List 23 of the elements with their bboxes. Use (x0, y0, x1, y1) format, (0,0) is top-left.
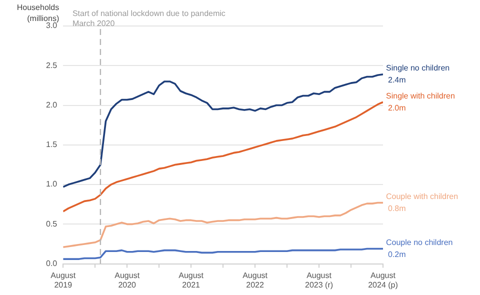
x-tick-label: August 2022 (242, 270, 268, 290)
data-label: 0.2m (388, 250, 406, 259)
data-label: 2.0m (388, 103, 406, 112)
data-label: 0.8m (388, 204, 406, 213)
y-axis-title: Households (millions) (16, 3, 60, 24)
y-tick-label: 3.0 (46, 21, 58, 30)
ref-line-label: Start of national lockdown due to pandemic March 2020 (72, 9, 226, 28)
y-tick-label: 1.0 (46, 180, 58, 189)
y-tick-label: 2.0 (46, 100, 58, 110)
y-tick-label: 0.0 (46, 259, 58, 268)
series-label: Couple no children (386, 238, 453, 247)
x-tick-label: August 2019 (50, 270, 76, 290)
series-label: Couple with children (386, 192, 458, 201)
y-tick-label: 0.5 (46, 219, 58, 228)
x-tick-label: August 2021 (178, 270, 204, 290)
x-tick-label: August 2020 (114, 270, 140, 290)
data-label: 2.4m (388, 76, 406, 85)
series-label: Single no children (386, 64, 450, 73)
y-tick-label: 1.5 (46, 140, 58, 150)
x-tick-label: August 2024 (p) (368, 270, 398, 290)
y-tick-label: 2.5 (46, 60, 58, 70)
series-label: Single with children (386, 91, 455, 100)
x-tick-label: August 2023 (r) (305, 270, 334, 290)
